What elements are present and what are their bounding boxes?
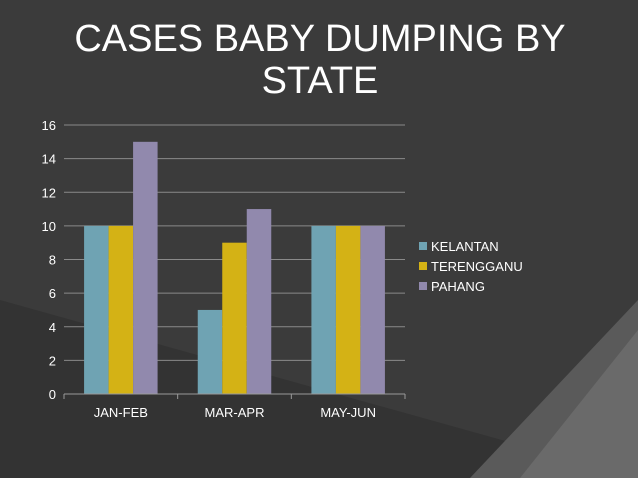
y-tick-label: 4 <box>49 320 56 335</box>
x-tick-label: MAY-JUN <box>320 405 376 420</box>
legend-swatch-pahang <box>419 282 427 290</box>
bar-pahang-may-jun <box>360 225 385 394</box>
legend-label-kelantan: KELANTAN <box>431 239 499 254</box>
bar-kelantan-jan-feb <box>84 225 109 394</box>
y-tick-label: 8 <box>49 253 56 268</box>
y-tick-label: 6 <box>49 286 56 301</box>
legend-swatch-terengganu <box>419 262 427 270</box>
bar-pahang-mar-apr <box>246 209 272 394</box>
bar-terengganu-jan-feb <box>108 225 134 394</box>
legend: KELANTAN TERENGGANU PAHANG <box>419 239 523 294</box>
y-axis-ticks: 0 2 4 6 8 10 12 14 16 <box>42 118 56 402</box>
legend-label-terengganu: TERENGGANU <box>431 259 523 274</box>
bar-terengganu-mar-apr <box>222 242 247 394</box>
y-tick-label: 16 <box>42 118 56 133</box>
bar-kelantan-may-jun <box>311 225 336 394</box>
y-tick-label: 12 <box>42 185 56 200</box>
y-tick-label: 2 <box>49 353 56 368</box>
x-tick-label: JAN-FEB <box>94 405 148 420</box>
background-corner-accent <box>520 330 638 478</box>
bar-kelantan-mar-apr <box>197 309 223 394</box>
bar-terengganu-may-jun <box>335 225 361 394</box>
bar-pahang-jan-feb <box>133 141 158 394</box>
legend-label-pahang: PAHANG <box>431 279 485 294</box>
y-tick-label: 10 <box>42 219 56 234</box>
x-axis <box>63 393 406 399</box>
y-tick-label: 14 <box>42 152 56 167</box>
x-axis-ticks: JAN-FEB MAR-APR MAY-JUN <box>94 405 376 420</box>
x-tick-label: MAR-APR <box>205 405 265 420</box>
bars <box>84 141 385 394</box>
slide-title: CASES BABY DUMPING BY STATE <box>74 18 566 102</box>
legend-swatch-kelantan <box>419 242 427 250</box>
y-tick-label: 0 <box>49 387 56 402</box>
